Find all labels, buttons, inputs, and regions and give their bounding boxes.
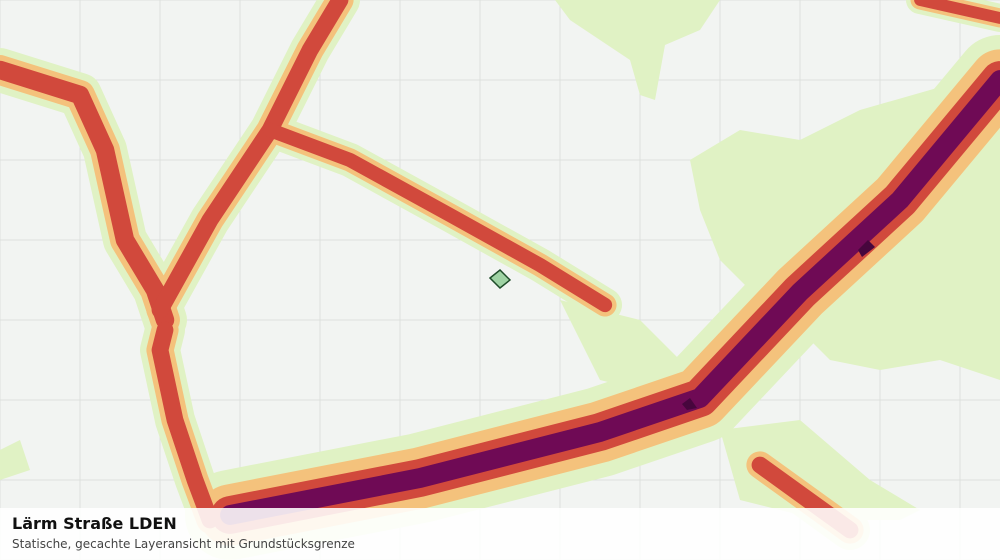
- map-title: Lärm Straße LDEN: [12, 514, 177, 533]
- noise-band: [220, 70, 1000, 525]
- noise-hotspot: [858, 240, 875, 257]
- noise-area: [555, 0, 720, 100]
- map-subtitle: Statische, gecachte Layeransicht mit Gru…: [12, 537, 355, 551]
- noise-band: [262, 122, 613, 313]
- noise-band: [0, 60, 175, 330]
- noise-area: [0, 440, 30, 480]
- noise-band: [151, 321, 219, 529]
- noise-band: [914, 0, 1000, 24]
- parcel-boundary: [488, 268, 512, 290]
- caption-panel: Lärm Straße LDEN Statische, gecachte Lay…: [0, 508, 1000, 560]
- noise-hotspot: [682, 398, 697, 410]
